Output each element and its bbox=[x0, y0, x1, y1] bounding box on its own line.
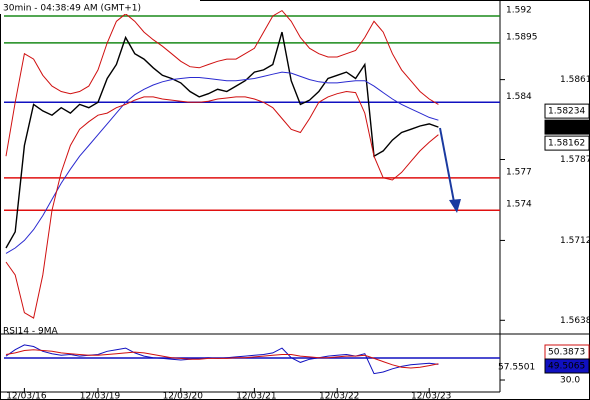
chart-title: 30min - 04:38:49 AM (GMT+1) bbox=[3, 4, 141, 14]
value-tag bbox=[544, 119, 590, 135]
level-label: 1.584 bbox=[506, 92, 532, 102]
rsi-title: RSI14 - 9MA bbox=[3, 327, 59, 337]
level-label: 1.5895 bbox=[506, 32, 538, 42]
series-line bbox=[5, 31, 439, 249]
arrow-head bbox=[449, 199, 461, 213]
value-tag-label: 1.5817 bbox=[548, 123, 580, 133]
x-tick-label: 12/03/19 bbox=[80, 392, 121, 400]
value-tag-label: 50.3873 bbox=[548, 348, 585, 358]
title-bg bbox=[0, 0, 200, 14]
value-tag bbox=[544, 358, 590, 374]
value-tag-label: 1.58162 bbox=[548, 139, 585, 149]
forecast-arrow bbox=[439, 127, 455, 203]
series-line bbox=[5, 9, 439, 157]
value-tag bbox=[544, 103, 590, 119]
y-tick-label: 1.5787 bbox=[560, 155, 590, 165]
x-tick-label: 12/03/21 bbox=[236, 392, 276, 400]
level-label: 1.577 bbox=[506, 167, 532, 177]
series-line bbox=[5, 349, 439, 369]
value-tag-label: 49.5065 bbox=[548, 362, 585, 372]
y-tick-label: 1.5638 bbox=[560, 316, 590, 326]
x-tick-label: 12/03/20 bbox=[163, 392, 204, 400]
y-tick-label: 30.0 bbox=[560, 376, 580, 386]
series-line bbox=[5, 71, 439, 254]
x-tick-label: 12/03/23 bbox=[411, 392, 451, 400]
y-tick-label: 1.5712 bbox=[560, 236, 590, 246]
y-tick-label: 1.5861 bbox=[560, 75, 590, 85]
value-tag-label: 1.58234 bbox=[548, 107, 585, 117]
x-tick-label: 12/03/16 bbox=[6, 392, 47, 400]
series-line bbox=[5, 90, 439, 319]
level-label: 57.5501 bbox=[498, 363, 535, 373]
level-label: 1.574 bbox=[506, 200, 532, 210]
value-tag bbox=[544, 135, 590, 151]
x-tick-label: 12/03/22 bbox=[319, 392, 359, 400]
level-label: 1.592 bbox=[506, 5, 532, 15]
plot-area: 1.5861 1.5787 1.5712 1.5638 1.592 1.5895 1.584… bbox=[4, 5, 590, 400]
